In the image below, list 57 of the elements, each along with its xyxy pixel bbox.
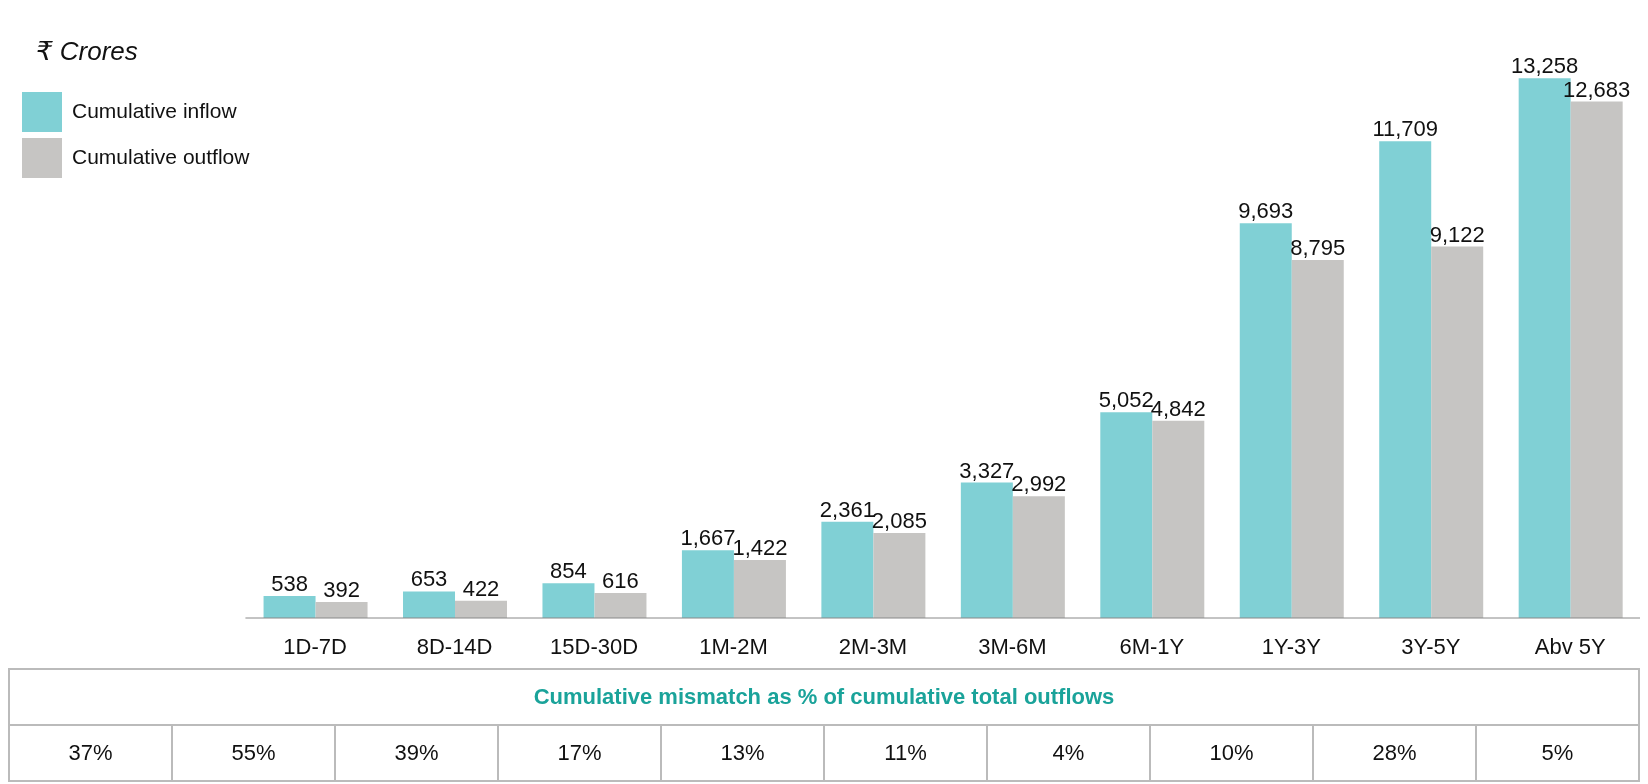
x-tick-label: 3Y-5Y <box>1401 633 1461 659</box>
data-label: 854 <box>550 558 587 584</box>
text: 11% <box>823 726 986 780</box>
text: 5% <box>1475 726 1638 780</box>
bar <box>455 600 508 618</box>
x-tick-label: 1M-2M <box>699 633 768 659</box>
x-tick-label: 3M-6M <box>978 633 1047 659</box>
text: 17% <box>497 726 660 780</box>
text: 4% <box>986 726 1149 780</box>
bar <box>594 592 647 618</box>
x-tick-label: 1Y-3Y <box>1261 633 1322 659</box>
bar <box>960 482 1013 618</box>
data-label: 8,795 <box>1290 234 1346 260</box>
bar <box>1379 141 1432 618</box>
bar <box>1570 101 1623 618</box>
text: 28% <box>1312 726 1475 780</box>
x-tick-label: 1D-7D <box>283 633 347 659</box>
data-label: 2,361 <box>819 496 875 522</box>
bar <box>542 583 595 618</box>
bar <box>733 560 786 618</box>
text: 55% <box>171 726 334 780</box>
x-tick-label: 6M-1Y <box>1119 633 1185 659</box>
bar <box>821 521 874 618</box>
data-label: 653 <box>410 566 448 592</box>
data-label: 9,693 <box>1238 198 1294 224</box>
x-tick-label: Abv 5Y <box>1534 633 1607 659</box>
data-label: 13,258 <box>1511 53 1579 79</box>
data-label: 11,709 <box>1372 116 1439 142</box>
bar <box>1431 246 1484 618</box>
legend-label: Cumulative outflow <box>72 145 250 168</box>
x-tick-label: 2M-3M <box>838 633 908 659</box>
data-label: 392 <box>323 577 360 603</box>
text: 37% <box>67 739 114 767</box>
data-label: 616 <box>602 567 639 593</box>
bar <box>1012 496 1065 618</box>
x-tick-label: 15D-30D <box>550 633 639 659</box>
text: 13% <box>660 726 823 780</box>
data-label: 538 <box>271 571 308 597</box>
bar <box>681 550 734 618</box>
bar <box>403 591 456 618</box>
data-label: 9,122 <box>1429 221 1485 247</box>
bar <box>315 602 368 618</box>
data-label: 2,992 <box>1011 471 1067 497</box>
bar <box>263 596 316 618</box>
text: 10% <box>1149 726 1312 780</box>
bar <box>1291 259 1344 618</box>
y-axis-title: ₹ Crores <box>36 36 138 67</box>
text: 39% <box>334 726 497 780</box>
bar <box>1152 420 1205 618</box>
x-tick-label: 8D-14D <box>416 633 493 659</box>
bar <box>1100 412 1153 618</box>
data-label: 422 <box>462 575 500 601</box>
bar <box>873 533 926 618</box>
bar <box>1239 223 1292 618</box>
data-label: 12,683 <box>1563 76 1631 102</box>
legend-label: Cumulative inflow <box>72 99 237 122</box>
text: Cumulative mismatch as % of cumulative total outflows <box>10 670 1638 726</box>
